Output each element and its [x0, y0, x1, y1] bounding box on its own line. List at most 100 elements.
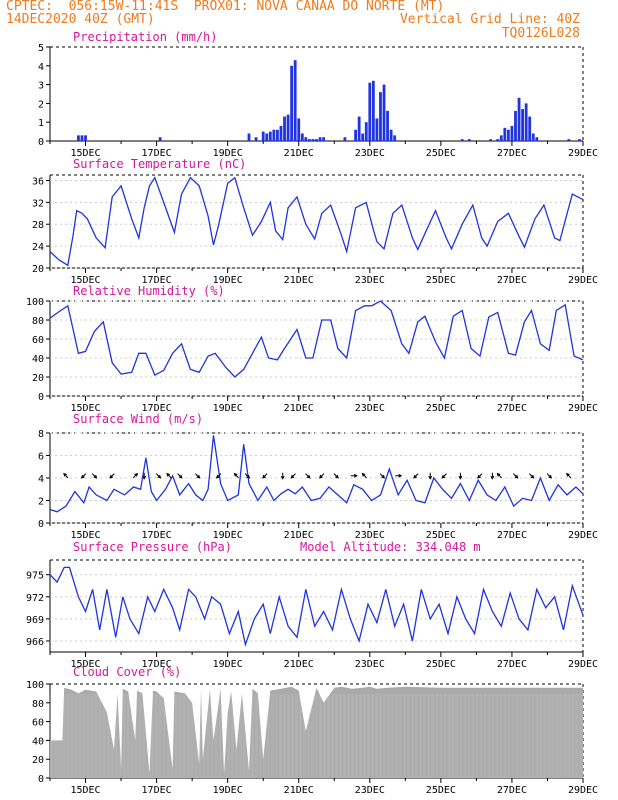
wind-xtick-label: 17DEC [142, 530, 172, 541]
precipitation-xtick-label: 25DEC [426, 148, 456, 159]
wind-arrow-head [142, 475, 147, 480]
precipitation-bar [379, 92, 382, 141]
humidity-ytick-label: 100 [26, 297, 44, 308]
precipitation-bar [528, 116, 532, 141]
precipitation-bar [460, 139, 464, 141]
precipitation-bar [354, 129, 357, 141]
cloud-cover-title: Cloud Cover (%) [73, 665, 181, 679]
precipitation-bar [265, 133, 269, 141]
wind-arrow-head [548, 474, 553, 479]
precipitation-xtick-label: 15DEC [70, 148, 100, 159]
precipitation-bar [496, 139, 500, 141]
wind-arrow [109, 473, 115, 479]
cloud-cover-xtick-label: 25DEC [426, 785, 456, 796]
wind-ytick-label: 8 [38, 429, 44, 440]
humidity-xtick-label: 23DEC [355, 403, 385, 414]
cloud-cover-xtick-label: 21DEC [284, 785, 314, 796]
wind-arrow [262, 473, 268, 479]
precipitation-xtick-label: 21DEC [284, 148, 314, 159]
wind-arrow [458, 472, 463, 480]
precipitation-bar [247, 133, 251, 141]
wind-arrow [233, 472, 240, 479]
wind-arrow [565, 472, 572, 479]
cloud-cover-ytick-label: 0 [38, 774, 44, 785]
humidity-xtick-label: 17DEC [142, 403, 172, 414]
header-date: 14DEC2020 40Z (GMT) [6, 12, 155, 27]
precipitation-bar [279, 125, 283, 141]
precipitation-bar [524, 103, 528, 141]
precipitation-title: Precipitation (mm/h) [73, 30, 218, 44]
temperature-xtick-label: 25DEC [426, 275, 456, 286]
precipitation-bar [315, 139, 318, 141]
wind-arrow-head [134, 472, 139, 477]
precipitation-bar [386, 110, 389, 141]
wind-xtick-label: 21DEC [284, 530, 314, 541]
pressure-xtick-label: 25DEC [426, 659, 456, 670]
wind-ytick-label: 4 [38, 474, 44, 485]
wind-arrow [428, 472, 433, 480]
wind-arrow [395, 473, 403, 478]
wind-arrow [361, 472, 367, 479]
cloud-cover-ytick-label: 20 [32, 755, 44, 766]
wind-arrow-head [335, 474, 339, 479]
precipitation-ytick-label: 1 [38, 118, 44, 129]
cloud-cover-ytick-label: 80 [32, 699, 44, 710]
humidity-ytick-label: 60 [32, 335, 44, 346]
precipitation-bar [276, 129, 279, 141]
wind-arrow-head [398, 473, 403, 478]
precipitation-xtick-label: 19DEC [213, 148, 243, 159]
temperature-xtick-label: 29DEC [568, 275, 598, 286]
wind-arrow-head [109, 474, 114, 479]
precipitation-bar [517, 97, 521, 141]
cloud-cover-ytick-label: 60 [32, 718, 44, 729]
wind-arrow-head [306, 474, 311, 479]
wind-arrow-head [166, 472, 170, 477]
pressure-xtick-label: 15DEC [70, 659, 100, 670]
wind-arrow [305, 473, 311, 479]
temperature-series-line [49, 176, 584, 267]
temperature-ytick-label: 20 [32, 264, 44, 275]
wind-arrow-head [63, 472, 67, 477]
header-model-code: TQ0126L028 [501, 26, 580, 41]
precipitation-bar [283, 116, 286, 141]
wind-arrow [215, 473, 222, 479]
precipitation-bar [514, 110, 517, 141]
precipitation-bar [364, 122, 368, 141]
precipitation-bar [343, 137, 347, 141]
wind-arrow [63, 472, 69, 479]
wind-arrow-head [262, 474, 266, 479]
temperature-ytick-label: 24 [32, 242, 44, 253]
wind-arrow-head [514, 474, 519, 479]
wind-arrow [413, 473, 419, 479]
humidity-ytick-label: 20 [32, 373, 44, 384]
wind-arrow [477, 473, 483, 479]
wind-arrow-head [496, 472, 501, 477]
wind-arrow-head [178, 474, 183, 479]
wind-xtick-label: 25DEC [426, 530, 456, 541]
humidity-series-line [49, 300, 584, 378]
temperature-ytick-label: 36 [32, 176, 44, 187]
precipitation-ytick-label: 4 [38, 62, 44, 73]
temperature-xtick-label: 21DEC [284, 275, 314, 286]
precipitation-bar [77, 135, 80, 141]
precipitation-bar [357, 116, 361, 141]
precipitation-bar [506, 129, 510, 141]
precipitation-bar [503, 127, 507, 141]
precipitation-bar [311, 139, 315, 141]
temperature-xtick-label: 17DEC [142, 275, 172, 286]
wind-series-line [49, 435, 584, 513]
wind-arrow-head [490, 475, 495, 480]
wind-arrow [496, 472, 502, 479]
wind-arrow-head [157, 474, 162, 479]
humidity-ytick-label: 0 [38, 392, 44, 403]
precipitation-bar [268, 131, 272, 141]
wind-arrow-head [280, 475, 285, 480]
precipitation-bar [361, 133, 365, 141]
precipitation-bar [297, 118, 301, 141]
temperature-panel [46, 174, 584, 273]
wind-arrow-head [290, 474, 295, 479]
precipitation-bar [578, 139, 581, 141]
wind-xtick-label: 19DEC [213, 530, 243, 541]
humidity-panel [46, 300, 584, 401]
